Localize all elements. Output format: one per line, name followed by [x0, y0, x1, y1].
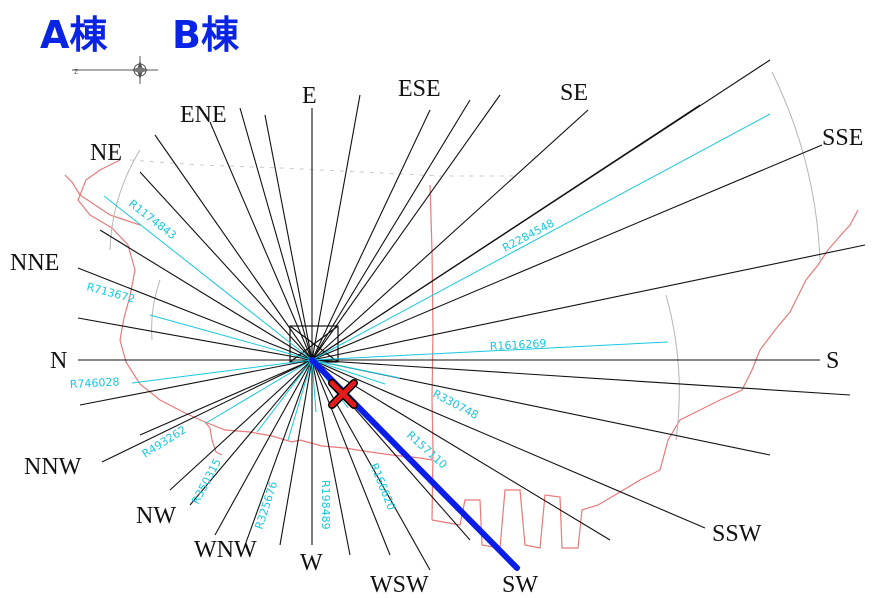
direction-label-ese: ESE [398, 76, 441, 102]
radius-arcs [109, 71, 821, 441]
radius-label: R157110 [404, 429, 450, 472]
upper-dashed-line [129, 159, 520, 177]
direction-label-s: S [826, 348, 839, 374]
direction-label-wsw: WSW [370, 572, 429, 598]
direction-rays [77, 59, 866, 571]
radius-label: R713672 [85, 280, 136, 305]
ray-ne [139, 171, 313, 361]
direction-label-n: N [50, 348, 67, 374]
direction-labels: E ESE SE SSE S SSW SW WSW W WNW NW NNW N… [10, 76, 863, 598]
building-b-label: B棟 [172, 13, 240, 57]
direction-label-nw: NW [136, 503, 176, 529]
direction-label-nnw: NNW [24, 454, 82, 480]
radius-label: R330748 [431, 387, 481, 422]
ray-se [311, 109, 589, 361]
direction-label-sse: SSE [822, 125, 863, 151]
direction-label-e: E [302, 83, 317, 109]
direction-label-sw: SW [502, 572, 538, 598]
radius-label: R350315 [189, 456, 224, 506]
radius-label: R198489 [319, 480, 332, 530]
radius-dimensions [103, 113, 771, 441]
ray-sse [311, 144, 823, 361]
ray-wnw [243, 359, 313, 549]
radius-label: R1616269 [489, 337, 546, 353]
ray-nnw [101, 359, 313, 463]
ray-ese [311, 109, 431, 361]
radius-label: R325676 [252, 480, 280, 531]
ray-wsw [311, 359, 431, 571]
cross-icon [328, 379, 358, 409]
direction-label-wnw: WNW [194, 537, 257, 563]
compass-north-mark: Z [74, 69, 79, 76]
radius-label: R493262 [140, 423, 189, 460]
ray-ene [209, 121, 313, 361]
radius-label: R746028 [69, 375, 119, 391]
ray-nw [189, 359, 313, 506]
ray-ssw [311, 359, 706, 529]
building-a-label: A棟 [40, 13, 108, 57]
ray-nne [77, 267, 313, 361]
direction-label-se: SE [560, 80, 588, 106]
radius-label: R166620 [367, 461, 398, 512]
direction-label-ne: NE [90, 140, 122, 166]
compass-rose-icon: Z [72, 56, 158, 84]
direction-label-w: W [300, 550, 323, 576]
direction-label-ene: ENE [180, 102, 227, 128]
direction-label-nne: NNE [10, 250, 59, 276]
site-boundary [64, 159, 859, 549]
radius-label: R2284548 [500, 217, 556, 255]
direction-label-ssw: SSW [712, 521, 762, 547]
